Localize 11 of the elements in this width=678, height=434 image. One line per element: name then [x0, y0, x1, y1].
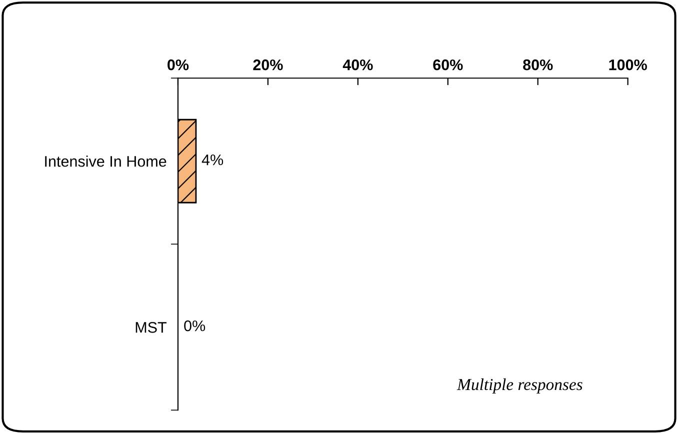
y-tick-label: Intensive In Home: [45, 156, 166, 167]
data-label: 0%: [184, 320, 206, 332]
x-tick-label: 60%: [433, 59, 463, 70]
x-tick-label: 40%: [342, 59, 373, 70]
x-tick-label: 0%: [168, 59, 189, 70]
data-label: 4%: [202, 154, 224, 166]
y-tick-label: MST: [136, 322, 167, 333]
x-tick-label: 80%: [523, 59, 553, 70]
annotation: Multiple responses: [456, 378, 582, 394]
x-tick-label: 20%: [253, 59, 283, 70]
x-tick-label: 100%: [609, 59, 647, 70]
